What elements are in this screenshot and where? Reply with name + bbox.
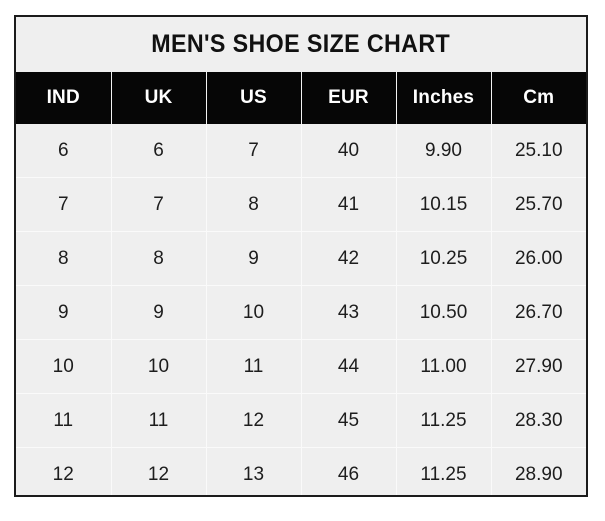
cell-cm: 27.90 <box>491 339 586 394</box>
cell-eur: 46 <box>301 447 397 495</box>
cell-us: 12 <box>206 393 302 448</box>
table-row: 8 8 9 42 10.25 26.00 <box>16 231 586 286</box>
cell-eur: 44 <box>301 339 397 394</box>
cell-ind: 7 <box>16 177 112 232</box>
cell-uk: 8 <box>111 231 207 286</box>
cell-ind: 9 <box>16 285 112 340</box>
cell-uk: 9 <box>111 285 207 340</box>
cell-eur: 43 <box>301 285 397 340</box>
cell-inches: 11.25 <box>396 393 492 448</box>
cell-uk: 6 <box>111 124 207 178</box>
page-title: MEN'S SHOE SIZE CHART <box>151 30 451 58</box>
cell-uk: 12 <box>111 447 207 495</box>
cell-inches: 11.25 <box>396 447 492 495</box>
cell-ind: 10 <box>16 339 112 394</box>
cell-inches: 9.90 <box>396 124 492 178</box>
cell-ind: 12 <box>16 447 112 495</box>
cell-inches: 10.50 <box>396 285 492 340</box>
cell-cm: 26.00 <box>491 231 586 286</box>
cell-cm: 25.10 <box>491 124 586 178</box>
table-header: IND UK US EUR Inches Cm <box>16 72 586 124</box>
cell-us: 9 <box>206 231 302 286</box>
table-row: 6 6 7 40 9.90 25.10 <box>16 124 586 178</box>
column-header-ind: IND <box>16 72 112 124</box>
column-header-us: US <box>206 72 302 124</box>
chart-title-band: MEN'S SHOE SIZE CHART <box>16 17 586 72</box>
cell-us: 10 <box>206 285 302 340</box>
cell-eur: 40 <box>301 124 397 178</box>
cell-ind: 11 <box>16 393 112 448</box>
cell-inches: 10.15 <box>396 177 492 232</box>
table-body: 6 6 7 40 9.90 25.10 7 7 8 41 10.15 25.70… <box>16 124 586 495</box>
column-header-eur: EUR <box>301 72 397 124</box>
table-row: 7 7 8 41 10.15 25.70 <box>16 177 586 232</box>
cell-ind: 8 <box>16 231 112 286</box>
cell-cm: 28.30 <box>491 393 586 448</box>
column-header-uk: UK <box>111 72 207 124</box>
cell-uk: 11 <box>111 393 207 448</box>
cell-eur: 41 <box>301 177 397 232</box>
cell-us: 11 <box>206 339 302 394</box>
cell-inches: 10.25 <box>396 231 492 286</box>
shoe-size-table: IND UK US EUR Inches Cm 6 6 7 40 9.90 25… <box>16 72 586 495</box>
cell-cm: 25.70 <box>491 177 586 232</box>
cell-cm: 28.90 <box>491 447 586 495</box>
table-header-row: IND UK US EUR Inches Cm <box>16 72 586 124</box>
cell-eur: 42 <box>301 231 397 286</box>
table-row: 9 9 10 43 10.50 26.70 <box>16 285 586 340</box>
cell-uk: 7 <box>111 177 207 232</box>
cell-ind: 6 <box>16 124 112 178</box>
table-row: 10 10 11 44 11.00 27.90 <box>16 339 586 394</box>
cell-inches: 11.00 <box>396 339 492 394</box>
cell-eur: 45 <box>301 393 397 448</box>
cell-us: 8 <box>206 177 302 232</box>
column-header-cm: Cm <box>491 72 586 124</box>
table-row: 11 11 12 45 11.25 28.30 <box>16 393 586 448</box>
cell-us: 13 <box>206 447 302 495</box>
column-header-inches: Inches <box>396 72 492 124</box>
cell-cm: 26.70 <box>491 285 586 340</box>
cell-us: 7 <box>206 124 302 178</box>
size-chart-frame: MEN'S SHOE SIZE CHART IND UK US EUR Inch… <box>14 15 588 497</box>
table-row: 12 12 13 46 11.25 28.90 <box>16 447 586 495</box>
cell-uk: 10 <box>111 339 207 394</box>
